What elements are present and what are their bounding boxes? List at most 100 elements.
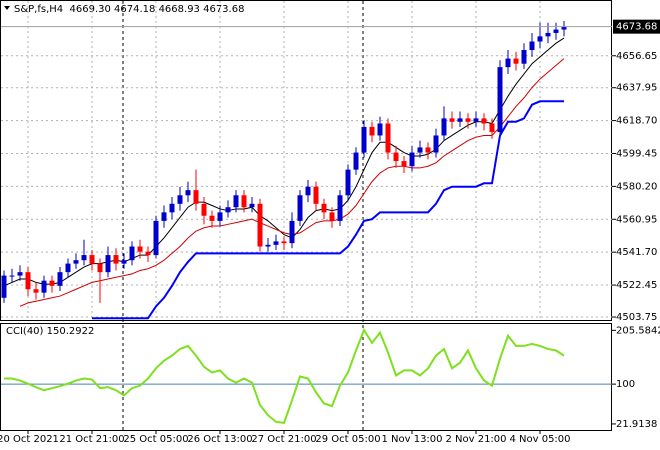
candle-body — [281, 241, 287, 244]
candle-body — [473, 118, 479, 122]
x-tick-label: 27 Oct 21:00 — [251, 434, 316, 445]
candle-body — [289, 220, 295, 244]
candle-body — [505, 58, 511, 68]
y-tick-label: 4599.45 — [616, 148, 657, 159]
y-tick-label: 4618.70 — [616, 116, 657, 127]
y-tick-label: 4656.65 — [616, 51, 657, 62]
menu-arrow[interactable] — [4, 6, 10, 10]
x-tick-label: 4 Nov 05:00 — [509, 434, 570, 445]
candle-body — [257, 203, 263, 247]
y-tick-label: 21.9138 — [616, 419, 657, 430]
candle-body — [361, 126, 367, 153]
candle-body — [89, 255, 95, 264]
candle-body — [481, 118, 487, 124]
candle-body — [321, 203, 327, 213]
x-tick-label: 25 Oct 05:00 — [123, 434, 188, 445]
last-price-label: 4673.68 — [616, 22, 657, 33]
indicator-line — [92, 100, 564, 320]
y-tick-label: 100 — [616, 379, 635, 390]
indicator-line — [4, 327, 565, 424]
y-tick-label: 205.5842 — [616, 325, 660, 336]
candle-body — [217, 212, 223, 221]
chart-title: S&P,fs,H4 4669.30 4674.18 4668.93 4673.6… — [14, 4, 244, 15]
candle-body — [297, 195, 303, 221]
candle-body — [465, 118, 471, 122]
candle-body — [521, 50, 527, 64]
candle-body — [49, 280, 55, 286]
candle-body — [529, 41, 535, 51]
candle-body — [497, 67, 503, 133]
candle-body — [225, 207, 231, 213]
candle-body — [337, 195, 343, 221]
candle-body — [409, 152, 415, 167]
candle-body — [545, 32, 551, 37]
x-tick-label: 21 Oct 21:00 — [59, 434, 124, 445]
candle-body — [193, 190, 199, 204]
y-tick-label: 4637.95 — [616, 83, 657, 94]
candle-body — [121, 260, 127, 264]
y-tick-label: 4580.20 — [616, 181, 657, 192]
last-price-box — [613, 19, 660, 34]
candle-body — [401, 161, 407, 167]
candle-body — [241, 195, 247, 208]
x-tick-label: 20 Oct 2021 — [0, 434, 59, 445]
candle-body — [537, 36, 543, 42]
y-tick-label: 4503.75 — [616, 312, 657, 323]
candle-body — [137, 246, 143, 252]
candle-body — [377, 123, 383, 136]
candle-body — [145, 251, 151, 256]
indicator-line — [3, 37, 565, 287]
y-tick-label: 4560.95 — [616, 214, 657, 225]
candle-body — [169, 203, 175, 213]
x-tick-label: 26 Oct 13:00 — [187, 434, 252, 445]
candle-body — [185, 190, 191, 196]
candle-body — [369, 126, 375, 136]
candle-body — [441, 118, 447, 136]
candle-body — [329, 212, 335, 221]
y-tick-label: 4541.70 — [616, 247, 657, 258]
candle-body — [57, 272, 63, 286]
candle-body — [449, 118, 455, 122]
candle-body — [161, 212, 167, 221]
candle-body — [353, 152, 359, 170]
candle-body — [9, 275, 15, 277]
candle-body — [97, 263, 103, 273]
candle-body — [65, 263, 71, 273]
candle-body — [345, 169, 351, 196]
candle-body — [33, 289, 39, 293]
candle-body — [513, 58, 519, 64]
candle-body — [273, 241, 279, 245]
candle-body — [425, 147, 431, 153]
indicator-title: CCI(40) 150.2922 — [6, 326, 94, 337]
candle-body — [25, 272, 31, 290]
candle-body — [153, 220, 159, 256]
candle-body — [81, 255, 87, 261]
candle-body — [201, 203, 207, 216]
candle-body — [393, 152, 399, 162]
x-tick-label: 29 Oct 05:00 — [315, 434, 380, 445]
x-tick-label: 1 Nov 13:00 — [381, 434, 442, 445]
y-tick-label: 4522.45 — [616, 280, 657, 291]
candle-body — [553, 29, 559, 33]
candle-body — [561, 26, 567, 30]
candle-body — [313, 186, 319, 204]
candle-body — [233, 195, 239, 208]
candle-body — [385, 123, 391, 153]
candle-body — [433, 135, 439, 153]
candle-body — [249, 203, 255, 208]
candle-body — [265, 244, 271, 247]
candle-body — [17, 272, 23, 276]
candle-body — [177, 195, 183, 204]
candle-body — [129, 246, 135, 261]
candle-body — [209, 215, 215, 221]
candle-body — [113, 255, 119, 264]
candle-body — [457, 118, 463, 122]
candle-body — [417, 147, 423, 153]
candle-body — [73, 260, 79, 264]
candle-body — [305, 186, 311, 196]
cci-panel-frame — [0, 323, 612, 431]
candle-body — [489, 123, 495, 133]
candle-body — [105, 255, 111, 273]
x-tick-label: 2 Nov 21:00 — [445, 434, 506, 445]
